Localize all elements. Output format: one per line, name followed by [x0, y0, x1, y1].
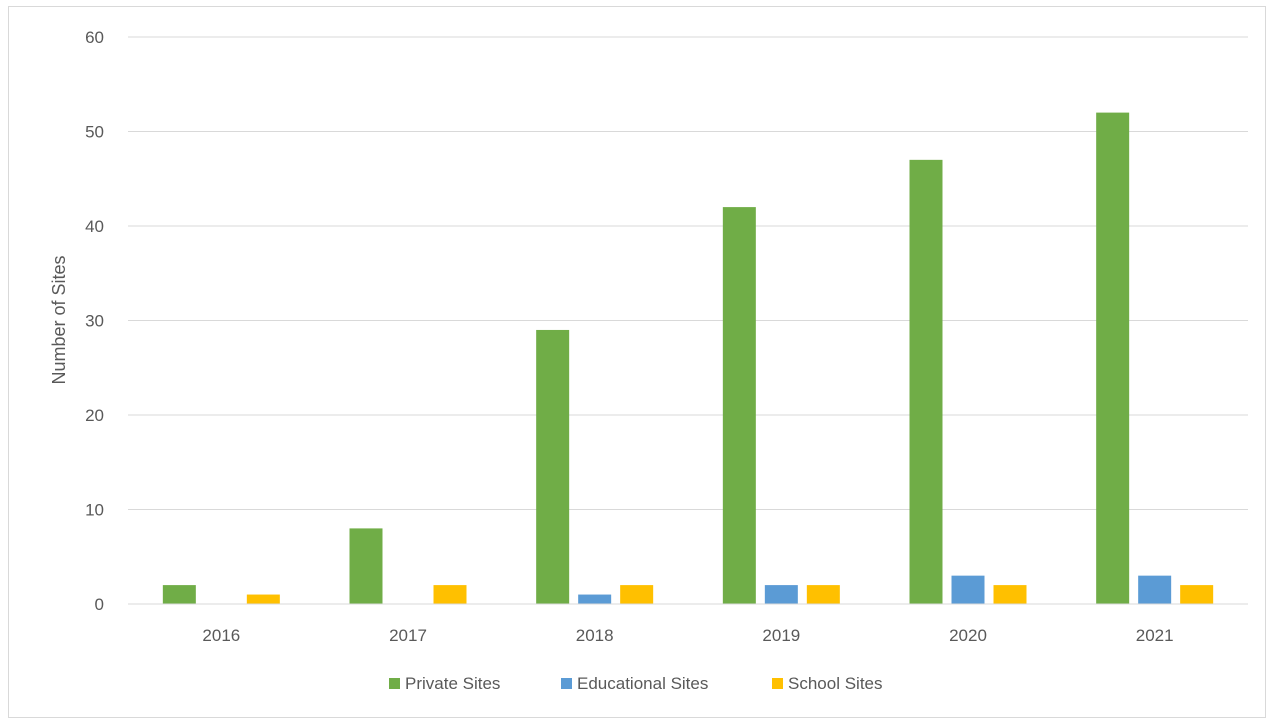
- legend-label: School Sites: [788, 674, 883, 693]
- bar-educational-sites: [951, 575, 985, 604]
- y-tick-label: 60: [85, 28, 104, 47]
- bars: [162, 112, 1214, 604]
- gridlines: [128, 36, 1248, 510]
- legend-label: Educational Sites: [577, 674, 708, 693]
- y-axis-ticks: 0 10 20 30 40 50 60: [85, 28, 104, 614]
- bar-school-sites: [806, 585, 840, 604]
- x-tick-label: 2019: [762, 626, 800, 645]
- bar-private-sites: [1096, 112, 1130, 604]
- y-axis-title: Number of Sites: [49, 255, 69, 384]
- legend: Private Sites Educational Sites School Sit…: [389, 674, 883, 693]
- bar-educational-sites: [578, 594, 612, 604]
- bar-private-sites: [536, 329, 570, 604]
- x-axis-ticks: 2016 2017 2018 2019 2020 2021: [202, 626, 1173, 645]
- y-tick-label: 50: [85, 123, 104, 142]
- x-tick-label: 2021: [1136, 626, 1174, 645]
- y-tick-label: 20: [85, 406, 104, 425]
- bar-school-sites: [993, 585, 1027, 604]
- y-tick-label: 10: [85, 501, 104, 520]
- bar-educational-sites: [1138, 575, 1172, 604]
- y-tick-label: 40: [85, 217, 104, 236]
- bar-private-sites: [349, 528, 383, 604]
- bar-school-sites: [1180, 585, 1214, 604]
- x-tick-label: 2018: [576, 626, 614, 645]
- legend-swatch: [772, 678, 783, 689]
- bar-educational-sites: [764, 585, 798, 604]
- bar-school-sites: [433, 585, 467, 604]
- x-tick-label: 2020: [949, 626, 987, 645]
- legend-label: Private Sites: [405, 674, 500, 693]
- x-tick-label: 2017: [389, 626, 427, 645]
- y-tick-label: 30: [85, 312, 104, 331]
- bar-school-sites: [246, 594, 280, 604]
- x-tick-label: 2016: [202, 626, 240, 645]
- legend-swatch: [561, 678, 572, 689]
- bar-private-sites: [722, 207, 756, 604]
- bar-private-sites: [162, 585, 196, 604]
- bar-private-sites: [909, 159, 943, 604]
- y-tick-label: 0: [95, 595, 104, 614]
- legend-swatch: [389, 678, 400, 689]
- bar-school-sites: [620, 585, 654, 604]
